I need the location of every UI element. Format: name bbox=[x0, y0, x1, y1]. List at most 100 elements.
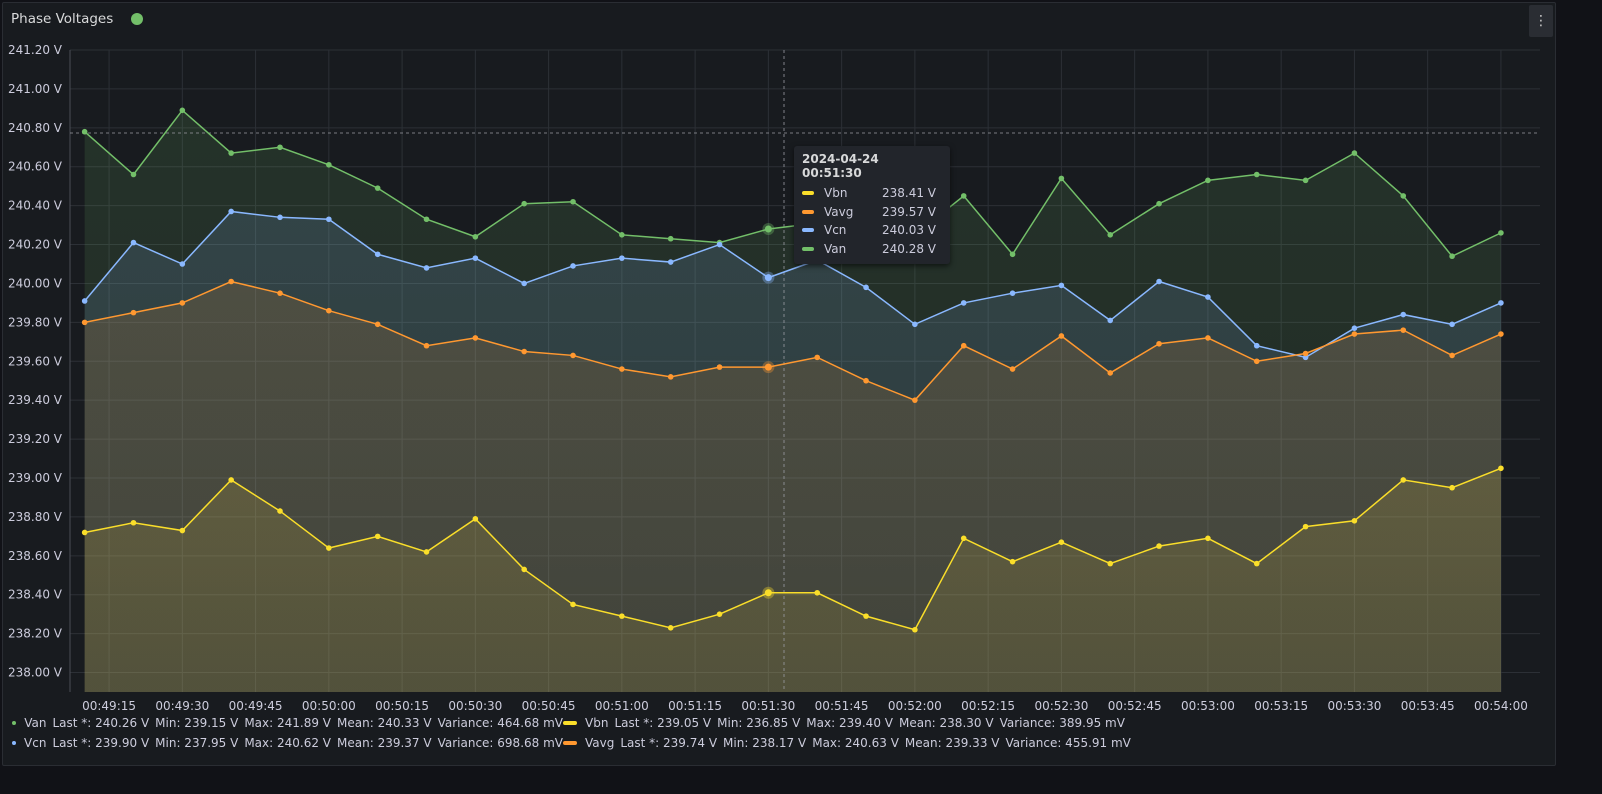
tooltip-name: Vcn bbox=[824, 223, 847, 238]
x-tick-label: 00:49:45 bbox=[229, 699, 283, 710]
data-point bbox=[1058, 175, 1065, 182]
y-tick-label: 239.80 V bbox=[8, 315, 63, 329]
legend-stat: Min: 238.17 V bbox=[723, 736, 807, 750]
data-point bbox=[1302, 350, 1309, 357]
tooltip-row: Van 240.28 V bbox=[802, 240, 942, 259]
data-point bbox=[1156, 543, 1162, 549]
data-point bbox=[960, 535, 967, 542]
data-point bbox=[179, 527, 186, 534]
x-tick-label: 00:54:00 bbox=[1474, 699, 1528, 710]
data-point bbox=[912, 626, 918, 633]
legend-stat: Variance: 464.68 mV bbox=[437, 716, 563, 730]
legend: Van Last *: 240.26 V Min: 239.15 V Max: 241… bbox=[12, 716, 1131, 750]
data-point bbox=[863, 613, 869, 619]
tooltip-value: 240.03 V bbox=[881, 223, 936, 238]
tooltip-swatch bbox=[802, 209, 814, 214]
legend-stat: Max: 240.62 V bbox=[244, 736, 332, 750]
data-point bbox=[1205, 294, 1211, 300]
data-point bbox=[912, 321, 918, 328]
data-point bbox=[374, 321, 381, 328]
data-point bbox=[863, 284, 869, 291]
legend-name: Vbn bbox=[585, 716, 609, 730]
data-point bbox=[570, 352, 576, 359]
x-tick-label: 00:53:30 bbox=[1327, 699, 1381, 710]
data-point bbox=[179, 261, 186, 267]
data-point bbox=[130, 519, 137, 526]
tooltip-row: Vbn 238.41 V bbox=[802, 184, 942, 203]
data-point bbox=[1400, 477, 1407, 483]
data-point bbox=[814, 354, 821, 361]
data-point bbox=[228, 477, 234, 483]
data-point bbox=[1449, 253, 1455, 260]
legend-stat: Variance: 698.68 mV bbox=[437, 736, 563, 750]
x-tick-label: 00:50:15 bbox=[375, 699, 429, 710]
data-point bbox=[1058, 333, 1065, 339]
data-point bbox=[374, 185, 381, 191]
data-point bbox=[619, 232, 625, 238]
legend-stat: Variance: 389.95 mV bbox=[999, 716, 1125, 730]
data-point bbox=[570, 263, 576, 269]
panel-title: Phase Voltages bbox=[11, 11, 114, 27]
data-point bbox=[667, 374, 674, 380]
chart: 238.00 V 238.20 V 238.40 V 238.60 V 238.80 V… bbox=[8, 43, 1540, 710]
data-point bbox=[716, 241, 723, 248]
data-point bbox=[764, 363, 772, 371]
legend-swatch bbox=[563, 721, 577, 725]
x-tick-label: 00:52:45 bbox=[1108, 699, 1162, 710]
data-point bbox=[667, 625, 674, 631]
data-point bbox=[1351, 518, 1358, 524]
x-tick-label: 00:51:15 bbox=[668, 699, 722, 710]
data-point bbox=[1400, 193, 1407, 199]
tooltip-swatch bbox=[802, 191, 814, 196]
tooltip-row: Vcn 240.03 V bbox=[802, 221, 942, 240]
data-point bbox=[472, 335, 479, 341]
x-tick-label: 00:53:15 bbox=[1254, 699, 1308, 710]
data-point bbox=[570, 601, 576, 608]
data-point bbox=[764, 589, 772, 597]
tooltip-title: 2024-04-24 00:51:30 bbox=[802, 152, 879, 180]
legend-stat: Last *: 239.74 V bbox=[620, 736, 718, 750]
data-point bbox=[130, 309, 137, 316]
data-point bbox=[1156, 278, 1162, 285]
panel-menu-button[interactable]: ⋮ bbox=[1529, 5, 1553, 37]
data-point bbox=[81, 319, 88, 326]
data-point bbox=[667, 235, 674, 242]
legend-name: Van bbox=[24, 716, 47, 730]
legend-entry: Vavg Last *: 239.74 V Min: 238.17 V Max: 24… bbox=[563, 736, 1131, 750]
tooltip-value: 240.28 V bbox=[881, 241, 936, 256]
data-point bbox=[716, 611, 723, 617]
data-point bbox=[1058, 539, 1065, 545]
data-point bbox=[81, 529, 88, 536]
x-tick-label: 00:51:45 bbox=[815, 699, 869, 710]
y-tick-label: 240.40 V bbox=[8, 199, 63, 213]
x-tick-label: 00:53:00 bbox=[1181, 699, 1235, 710]
y-tick-label: 240.00 V bbox=[8, 276, 63, 290]
data-point bbox=[1009, 366, 1016, 372]
y-tick-label: 238.60 V bbox=[8, 549, 63, 563]
data-point bbox=[521, 566, 527, 573]
legend-swatch bbox=[563, 741, 577, 745]
y-tick-label: 238.40 V bbox=[8, 588, 63, 602]
y-tick-label: 238.80 V bbox=[8, 510, 63, 524]
x-tick-label: 00:50:00 bbox=[302, 699, 356, 710]
data-point bbox=[1449, 352, 1455, 359]
data-point bbox=[570, 198, 576, 205]
y-tick-label: 240.20 V bbox=[8, 238, 63, 252]
data-point bbox=[1107, 370, 1114, 376]
data-point bbox=[81, 298, 88, 304]
data-point bbox=[1107, 560, 1114, 567]
data-point bbox=[1449, 484, 1455, 491]
data-point bbox=[423, 265, 430, 271]
status-indicator bbox=[131, 13, 143, 25]
series-line bbox=[84, 467, 1502, 631]
legend-swatch bbox=[12, 741, 17, 745]
data-point bbox=[1302, 354, 1309, 361]
data-point bbox=[960, 300, 967, 306]
data-point bbox=[179, 107, 186, 114]
y-tick-label: 239.20 V bbox=[8, 432, 63, 446]
series-line bbox=[84, 210, 1502, 359]
series-area bbox=[84, 281, 1501, 692]
tooltip-value: 238.41 V bbox=[881, 186, 936, 201]
data-point bbox=[619, 255, 625, 261]
legend-swatch bbox=[12, 721, 17, 725]
